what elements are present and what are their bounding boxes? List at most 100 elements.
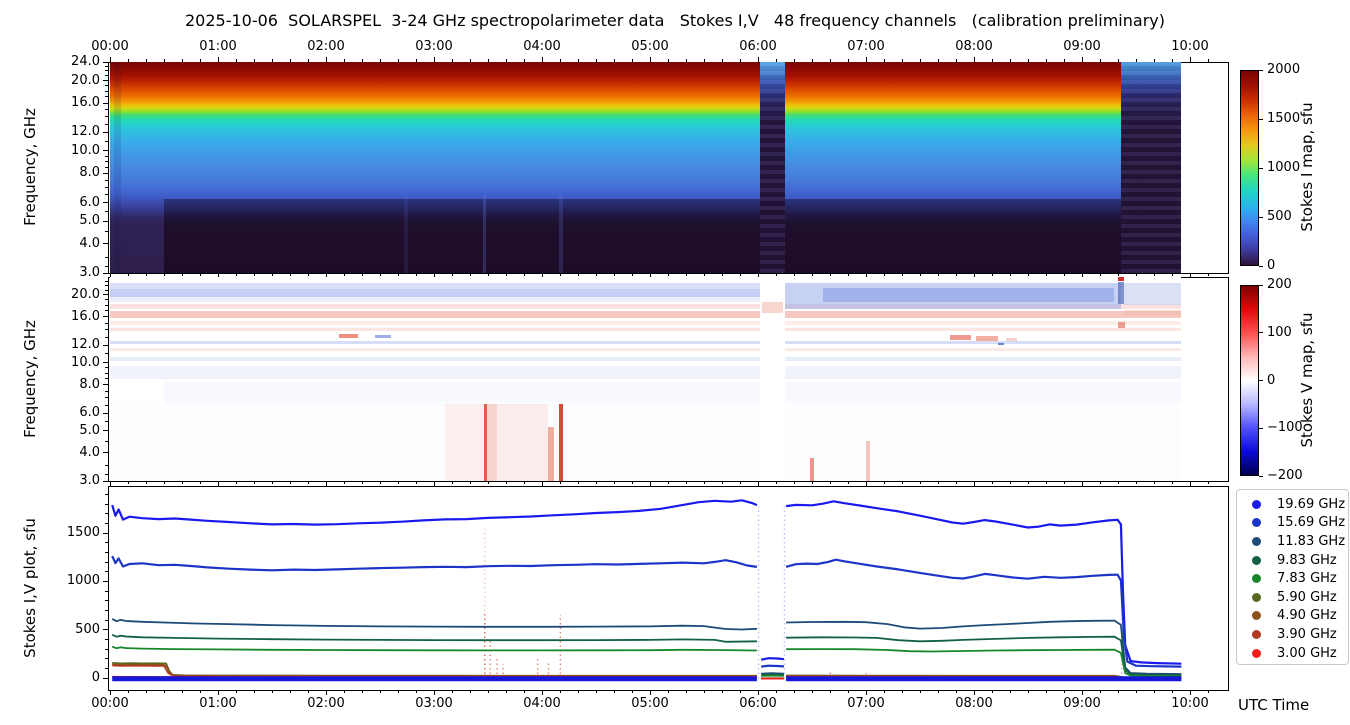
legend-marker-icon <box>1252 555 1261 565</box>
freq-tick-label: 10.0 <box>71 142 100 158</box>
time-major-tick <box>325 273 327 278</box>
sfu-minor-tick <box>105 600 108 602</box>
sfu-minor-tick <box>105 513 108 515</box>
stokes-i-colorbar <box>1240 70 1259 266</box>
freq-minor-tick <box>105 336 108 338</box>
time-minor-tick <box>199 690 201 693</box>
time-minor-tick <box>289 59 291 62</box>
timeseries-axis-label: Stokes I,V plot, sfu <box>21 518 39 658</box>
legend-marker-icon <box>1252 518 1261 528</box>
freq-major-tick <box>103 272 108 274</box>
time-minor-tick <box>469 690 471 693</box>
time-minor-tick <box>145 59 147 62</box>
freq-major-tick <box>103 150 108 152</box>
time-minor-tick <box>703 481 705 484</box>
time-minor-tick <box>415 273 417 276</box>
time-minor-tick <box>937 690 939 693</box>
time-minor-tick <box>595 273 597 276</box>
time-minor-tick <box>523 481 525 484</box>
freq-minor-tick <box>105 256 108 258</box>
freq-minor-tick <box>105 397 108 399</box>
stokes-v-colorbar <box>1240 285 1259 476</box>
time-minor-tick <box>397 59 399 62</box>
time-minor-tick <box>253 273 255 276</box>
freq-major-tick <box>103 316 108 318</box>
time-minor-tick <box>1009 690 1011 693</box>
time-minor-tick <box>1099 273 1101 276</box>
time-minor-tick <box>613 59 615 62</box>
legend-label: 3.00 GHz <box>1277 645 1337 661</box>
time-major-tick <box>433 690 435 695</box>
time-major-tick <box>1081 57 1083 62</box>
cbar-i-tick-label: 500 <box>1267 209 1292 224</box>
freq-minor-tick <box>105 70 108 72</box>
legend-label: 5.90 GHz <box>1277 589 1337 605</box>
time-minor-tick <box>1135 481 1137 484</box>
series-7-83-GHz <box>111 645 757 652</box>
time-minor-tick <box>127 273 129 276</box>
time-tick-label: 01:00 <box>199 696 237 711</box>
legend-label: 15.69 GHz <box>1277 515 1346 531</box>
time-minor-tick <box>1045 690 1047 693</box>
time-minor-tick <box>307 690 309 693</box>
time-minor-tick <box>829 273 831 276</box>
series-11-83-GHz <box>111 618 757 631</box>
time-minor-tick <box>739 273 741 276</box>
time-minor-tick <box>955 59 957 62</box>
legend-item-4-90-GHz: 4.90 GHz <box>1237 607 1348 626</box>
time-major-tick <box>541 481 543 486</box>
time-minor-tick <box>1171 690 1173 693</box>
cbar-v-tick-label: 100 <box>1267 324 1292 340</box>
time-major-tick <box>1189 57 1191 62</box>
time-minor-tick <box>847 59 849 62</box>
freq-minor-tick <box>105 404 108 406</box>
time-major-tick <box>325 57 327 62</box>
stokes-v-stripe-6 <box>110 328 1182 332</box>
time-minor-tick <box>415 690 417 693</box>
time-minor-tick <box>199 59 201 62</box>
time-minor-tick <box>235 59 237 62</box>
time-major-tick <box>1189 690 1191 695</box>
time-major-tick <box>217 57 219 62</box>
stokes-v-stripe-12 <box>110 402 1182 481</box>
freq-tick-label: 8.0 <box>79 165 100 181</box>
stokes-v-stripe-10 <box>110 365 1182 379</box>
time-minor-tick <box>1135 690 1137 693</box>
time-minor-tick <box>667 690 669 693</box>
time-minor-tick <box>631 690 633 693</box>
time-minor-tick <box>469 273 471 276</box>
time-tick-label: 10:00 <box>1171 696 1209 711</box>
time-minor-tick <box>1117 273 1119 276</box>
sfu-minor-tick <box>105 658 108 660</box>
time-tick-label: 08:00 <box>955 696 993 711</box>
legend-item-11-83-GHz: 11.83 GHz <box>1237 532 1348 551</box>
time-major-tick <box>109 57 111 62</box>
legend-marker-icon <box>1252 536 1261 546</box>
time-minor-tick <box>145 481 147 484</box>
time-minor-tick <box>901 481 903 484</box>
time-tick-label: 06:00 <box>739 39 777 54</box>
freq-axis-label-middle: Frequency, GHz <box>21 320 39 438</box>
stokes-v-stripe-19 <box>548 427 554 481</box>
time-minor-tick <box>523 690 525 693</box>
time-minor-tick <box>451 59 453 62</box>
time-major-tick <box>325 690 327 695</box>
time-minor-tick <box>451 481 453 484</box>
time-minor-tick <box>253 481 255 484</box>
freq-minor-tick <box>105 109 108 111</box>
freq-minor-tick <box>105 353 108 355</box>
freq-major-tick <box>103 384 108 386</box>
time-minor-tick <box>181 273 183 276</box>
stokes-v-heatmap <box>110 277 1182 481</box>
sfu-minor-tick <box>105 667 108 669</box>
stokes-iv-plot-panel <box>108 486 1229 691</box>
time-minor-tick <box>739 59 741 62</box>
time-minor-tick <box>721 59 723 62</box>
time-minor-tick <box>847 690 849 693</box>
time-minor-tick <box>469 59 471 62</box>
time-minor-tick <box>577 273 579 276</box>
time-minor-tick <box>379 690 381 693</box>
freq-major-tick <box>103 430 108 432</box>
time-minor-tick <box>919 59 921 62</box>
legend-marker-icon <box>1252 574 1261 584</box>
